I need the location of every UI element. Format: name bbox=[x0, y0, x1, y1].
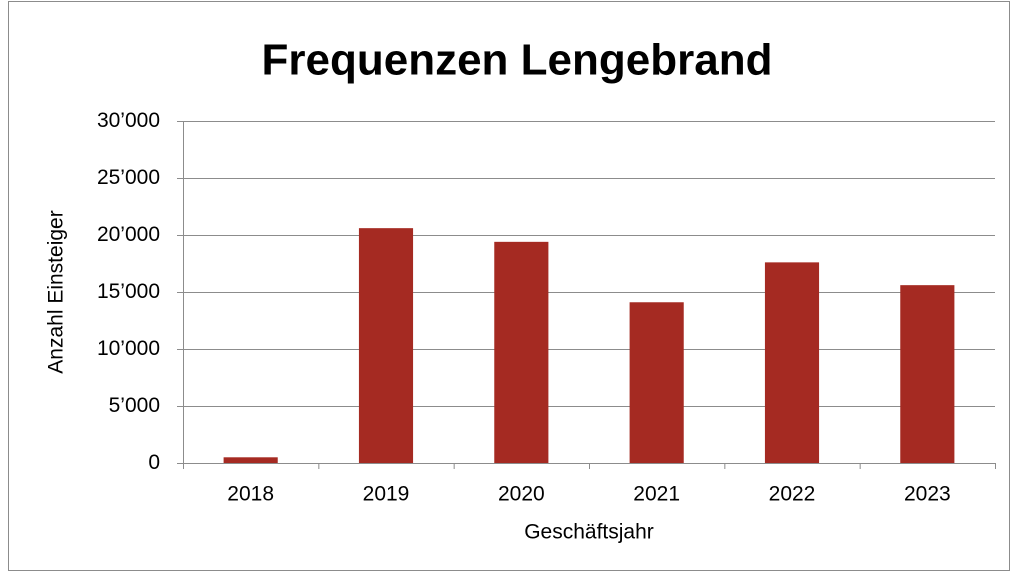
y-axis-title: Anzahl Einsteiger bbox=[45, 210, 68, 373]
bar bbox=[494, 241, 549, 463]
y-tick-label: 20’000 bbox=[97, 223, 160, 246]
x-tick-label: 2023 bbox=[904, 483, 951, 506]
y-tick-label: 30’000 bbox=[97, 109, 160, 132]
x-tick-label: 2018 bbox=[227, 483, 274, 506]
bar bbox=[629, 302, 684, 463]
y-tick-label: 0 bbox=[148, 451, 160, 474]
chart-title: Frequenzen Lengebrand bbox=[262, 36, 773, 85]
bar bbox=[764, 262, 820, 463]
x-tick-label: 2022 bbox=[769, 483, 816, 506]
bar bbox=[900, 285, 955, 463]
bar bbox=[223, 457, 278, 463]
x-axis-title: Geschäftsjahr bbox=[524, 521, 654, 544]
y-tick-label: 10’000 bbox=[97, 337, 160, 360]
x-tick-label: 2019 bbox=[363, 483, 410, 506]
x-tick-label: 2021 bbox=[633, 483, 680, 506]
x-tick-label: 2020 bbox=[498, 483, 545, 506]
y-tick-label: 5’000 bbox=[109, 394, 160, 417]
y-tick-label: 25’000 bbox=[97, 166, 160, 189]
y-tick-label: 15’000 bbox=[97, 280, 160, 303]
bar bbox=[358, 228, 414, 463]
